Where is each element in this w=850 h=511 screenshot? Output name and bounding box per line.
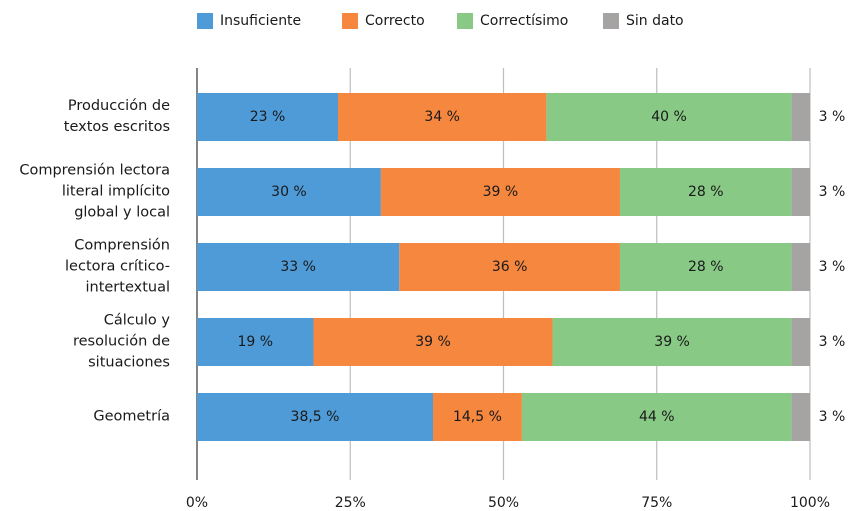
legend-swatch: [603, 13, 619, 29]
legend-swatch: [457, 13, 473, 29]
category-label: Producción de textos escritos: [63, 98, 170, 135]
data-label: 39 %: [654, 334, 690, 350]
data-label: 28 %: [688, 259, 724, 275]
legend-label: Correctísimo: [480, 13, 568, 29]
bar-segment: [313, 318, 553, 366]
bar-segment: [433, 393, 522, 441]
legend-swatch: [342, 13, 358, 29]
bar-segment: [791, 168, 810, 216]
data-label: 34 %: [424, 109, 460, 125]
data-label: 19 %: [237, 334, 273, 350]
category-label: Geometría: [93, 408, 170, 425]
bar-segment: [791, 393, 810, 441]
data-label: 3 %: [819, 259, 846, 275]
data-label: 40 %: [651, 109, 687, 125]
data-label: 3 %: [819, 334, 846, 350]
data-label: 33 %: [280, 259, 316, 275]
data-label: 36 %: [492, 259, 528, 275]
bar-segment: [197, 318, 314, 366]
bar-segment: [791, 243, 810, 291]
bar-segment: [197, 168, 381, 216]
data-label: 3 %: [819, 184, 846, 200]
data-label: 14,5 %: [453, 409, 502, 425]
data-label: 38,5 %: [291, 409, 340, 425]
data-label: 30 %: [271, 184, 307, 200]
bar-segment: [791, 318, 810, 366]
x-tick-label: 0%: [186, 495, 208, 511]
bar-segment: [521, 393, 792, 441]
bar-segment: [552, 318, 792, 366]
data-label: 28 %: [688, 184, 724, 200]
data-label: 39 %: [415, 334, 451, 350]
data-label: 44 %: [639, 409, 675, 425]
bar-segment: [619, 243, 792, 291]
bar-segment: [546, 93, 792, 141]
bar-segment: [619, 168, 792, 216]
data-label: 39 %: [483, 184, 519, 200]
bar-segment: [380, 168, 620, 216]
category-label: Cálculo y resolución de situaciones: [72, 312, 170, 371]
x-tick-label: 100%: [790, 495, 830, 511]
bar-segment: [197, 93, 338, 141]
bar-segment: [337, 93, 547, 141]
x-tick-label: 50%: [488, 495, 519, 511]
category-label: Comprensión lectora crítico- intertextua…: [65, 237, 170, 296]
legend-label: Sin dato: [626, 13, 684, 29]
x-tick-label: 75%: [641, 495, 672, 511]
bar-segment: [791, 93, 810, 141]
bar-segment: [197, 243, 400, 291]
legend-label: Insuficiente: [220, 13, 301, 29]
bar-segment: [197, 393, 434, 441]
x-tick-label: 25%: [335, 495, 366, 511]
data-label: 23 %: [250, 109, 286, 125]
data-label: 3 %: [819, 109, 846, 125]
data-label: 3 %: [819, 409, 846, 425]
legend-label: Correcto: [365, 13, 425, 29]
category-label: Comprensión lectora literal implícito gl…: [19, 162, 170, 221]
bar-segment: [399, 243, 620, 291]
legend-swatch: [197, 13, 213, 29]
